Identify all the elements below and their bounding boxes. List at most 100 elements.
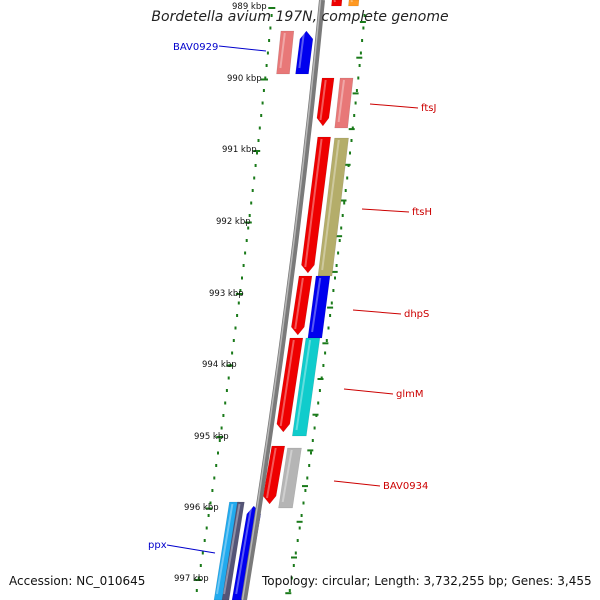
guide-dot <box>247 226 250 230</box>
guide-dot <box>317 401 320 405</box>
guide-dot <box>300 514 303 517</box>
gene-reverse-ftsj <box>316 77 335 127</box>
backbone-line <box>241 0 325 600</box>
kbp-tick-marks <box>194 7 366 595</box>
gene-ftsj <box>334 77 354 129</box>
guide-dot <box>350 139 353 142</box>
minor-tick <box>317 378 324 380</box>
label-leader-lines <box>166 45 419 554</box>
gene-label-ftsj: ftsJ <box>421 103 436 114</box>
guide-dot <box>199 564 202 567</box>
guide-dot <box>359 51 362 55</box>
gene-bav0929-partner <box>276 30 295 75</box>
guide-dot <box>290 576 293 580</box>
guide-dot <box>338 239 341 242</box>
guide-dot <box>306 476 309 480</box>
gene-top-orange <box>348 0 360 7</box>
guide-dot <box>269 26 272 30</box>
guide-dot <box>346 176 349 180</box>
guide-dot <box>354 101 357 105</box>
guide-dot <box>324 351 327 355</box>
gene-label-ftsh: ftsH <box>412 207 432 218</box>
gene-bav0934-shine <box>281 449 293 503</box>
guide-dot <box>337 251 340 255</box>
kbp-tick <box>253 150 261 152</box>
guide-dot <box>248 214 251 217</box>
minor-tick <box>352 92 359 95</box>
kbp-label: 995 kbp <box>194 432 229 442</box>
kbp-tick <box>216 436 224 438</box>
gene-top-orange-shine <box>350 0 353 3</box>
guide-dot <box>207 514 210 517</box>
gene-reverse-glmm <box>276 337 304 433</box>
kbp-label: 992 kbp <box>216 217 251 227</box>
guide-dot <box>232 339 235 342</box>
gene-labels: BAV0929 ftsJ ftsH dhpS glmM BAV0934 ppx <box>148 42 436 551</box>
guide-dot <box>362 26 365 30</box>
guide-dot <box>313 426 316 430</box>
gene-bav0929-shine <box>298 32 305 69</box>
genome-summary-text: Topology: circular; Length: 3,732,255 bp… <box>262 574 592 588</box>
gene-dark-strip-shine <box>223 503 241 595</box>
minor-tick <box>336 235 343 238</box>
gene-label-dhps: dhpS <box>404 309 429 320</box>
guide-dot <box>239 289 242 292</box>
guide-dot <box>197 576 200 580</box>
kbp-tick <box>226 364 234 367</box>
guide-dot <box>241 276 243 280</box>
gene-ftsj-shine <box>337 79 345 123</box>
minor-tick <box>296 520 303 523</box>
guide-dot <box>266 51 269 55</box>
leader-bav0929 <box>218 45 267 52</box>
leader-ppx <box>166 544 216 554</box>
leader-bav0934 <box>333 480 381 487</box>
guide-dot <box>341 214 344 217</box>
kbp-label: 990 kbp <box>227 74 262 84</box>
genome-backbone <box>241 0 325 600</box>
guide-dot <box>227 376 230 380</box>
guide-dot <box>250 201 253 205</box>
gene-label-bav0934: BAV0934 <box>383 481 428 492</box>
gene-reverse-top <box>331 0 343 7</box>
gene-reverse-ftsh <box>301 136 331 274</box>
minor-tick <box>331 270 338 273</box>
guide-dot <box>311 439 314 442</box>
guide-dot <box>217 451 219 455</box>
kbp-label: 989 kbp <box>232 2 267 12</box>
guide-dot <box>343 201 346 205</box>
guide-dot <box>340 226 343 230</box>
minor-tick <box>312 413 319 416</box>
guide-dot <box>329 314 332 317</box>
kbp-label: 991 kbp <box>222 145 257 155</box>
guide-dot <box>236 314 239 317</box>
gene-ppx-partner <box>213 501 240 600</box>
guide-dot <box>296 539 299 542</box>
guide-dot <box>234 326 237 330</box>
kbp-labels: 989 kbp 990 kbp 991 kbp 992 kbp 993 kbp … <box>174 2 267 584</box>
guide-dot <box>211 489 214 492</box>
gene-label-glmm: glmM <box>396 389 424 400</box>
gene-reverse-top-shine <box>333 0 336 3</box>
gene-bav0934 <box>278 447 302 509</box>
gene-reverse-dhps <box>291 275 313 336</box>
minor-tick <box>344 163 351 166</box>
kbp-tick <box>244 221 252 224</box>
leader-glmm <box>343 388 394 395</box>
guide-dot <box>357 76 360 80</box>
guide-dot <box>254 164 257 167</box>
gene-ftsh <box>317 137 349 277</box>
guide-dot <box>344 189 347 192</box>
gene-reverse-glmm-shine <box>279 339 295 427</box>
gene-bav0929-partner-shine <box>279 32 286 69</box>
guide-dot <box>318 389 321 392</box>
minor-tick <box>322 342 329 345</box>
guide-dot <box>353 114 356 117</box>
map-title: Bordetella avium 197N, complete genome <box>151 9 449 25</box>
guide-dot <box>220 426 223 430</box>
gene-reverse-dhps-shine <box>294 277 304 330</box>
minor-tick <box>340 199 347 202</box>
guide-dot <box>334 276 336 280</box>
guide-dot <box>209 501 212 505</box>
leader-dhps <box>352 309 402 315</box>
guide-dot <box>292 564 295 567</box>
